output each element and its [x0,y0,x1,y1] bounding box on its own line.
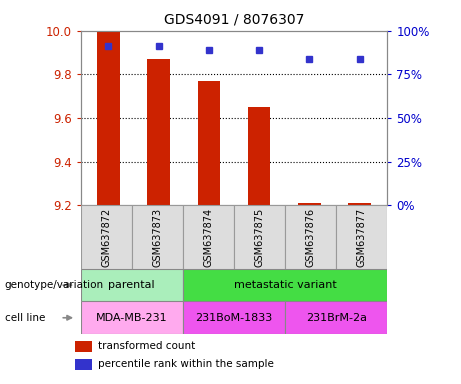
Bar [132,205,183,269]
Bar [197,81,220,205]
Text: parental: parental [108,280,155,290]
Bar [234,205,285,269]
Bar [336,205,387,269]
Bar [183,205,234,269]
Text: GSM637877: GSM637877 [357,207,366,267]
Bar [97,31,119,205]
Text: transformed count: transformed count [98,341,195,351]
Bar [75,359,92,370]
Text: GSM637875: GSM637875 [254,207,265,267]
Text: 231BoM-1833: 231BoM-1833 [195,313,272,323]
Bar [298,203,321,205]
Text: GSM637876: GSM637876 [306,208,316,266]
Bar [81,205,132,269]
Bar [285,205,336,269]
Bar [147,59,170,205]
Bar [81,269,183,301]
Text: genotype/variation: genotype/variation [5,280,104,290]
Text: GSM637872: GSM637872 [101,207,111,267]
Bar [81,301,183,334]
Text: metastatic variant: metastatic variant [234,280,337,290]
Text: GSM637873: GSM637873 [152,208,162,266]
Bar [183,269,387,301]
Bar [285,301,387,334]
Bar [75,341,92,352]
Title: GDS4091 / 8076307: GDS4091 / 8076307 [164,13,304,27]
Text: 231BrM-2a: 231BrM-2a [306,313,366,323]
Text: percentile rank within the sample: percentile rank within the sample [98,359,274,369]
Text: cell line: cell line [5,313,45,323]
Text: MDA-MB-231: MDA-MB-231 [96,313,168,323]
Bar [183,301,285,334]
Bar [349,203,371,205]
Bar [248,107,271,205]
Text: GSM637874: GSM637874 [203,208,213,266]
